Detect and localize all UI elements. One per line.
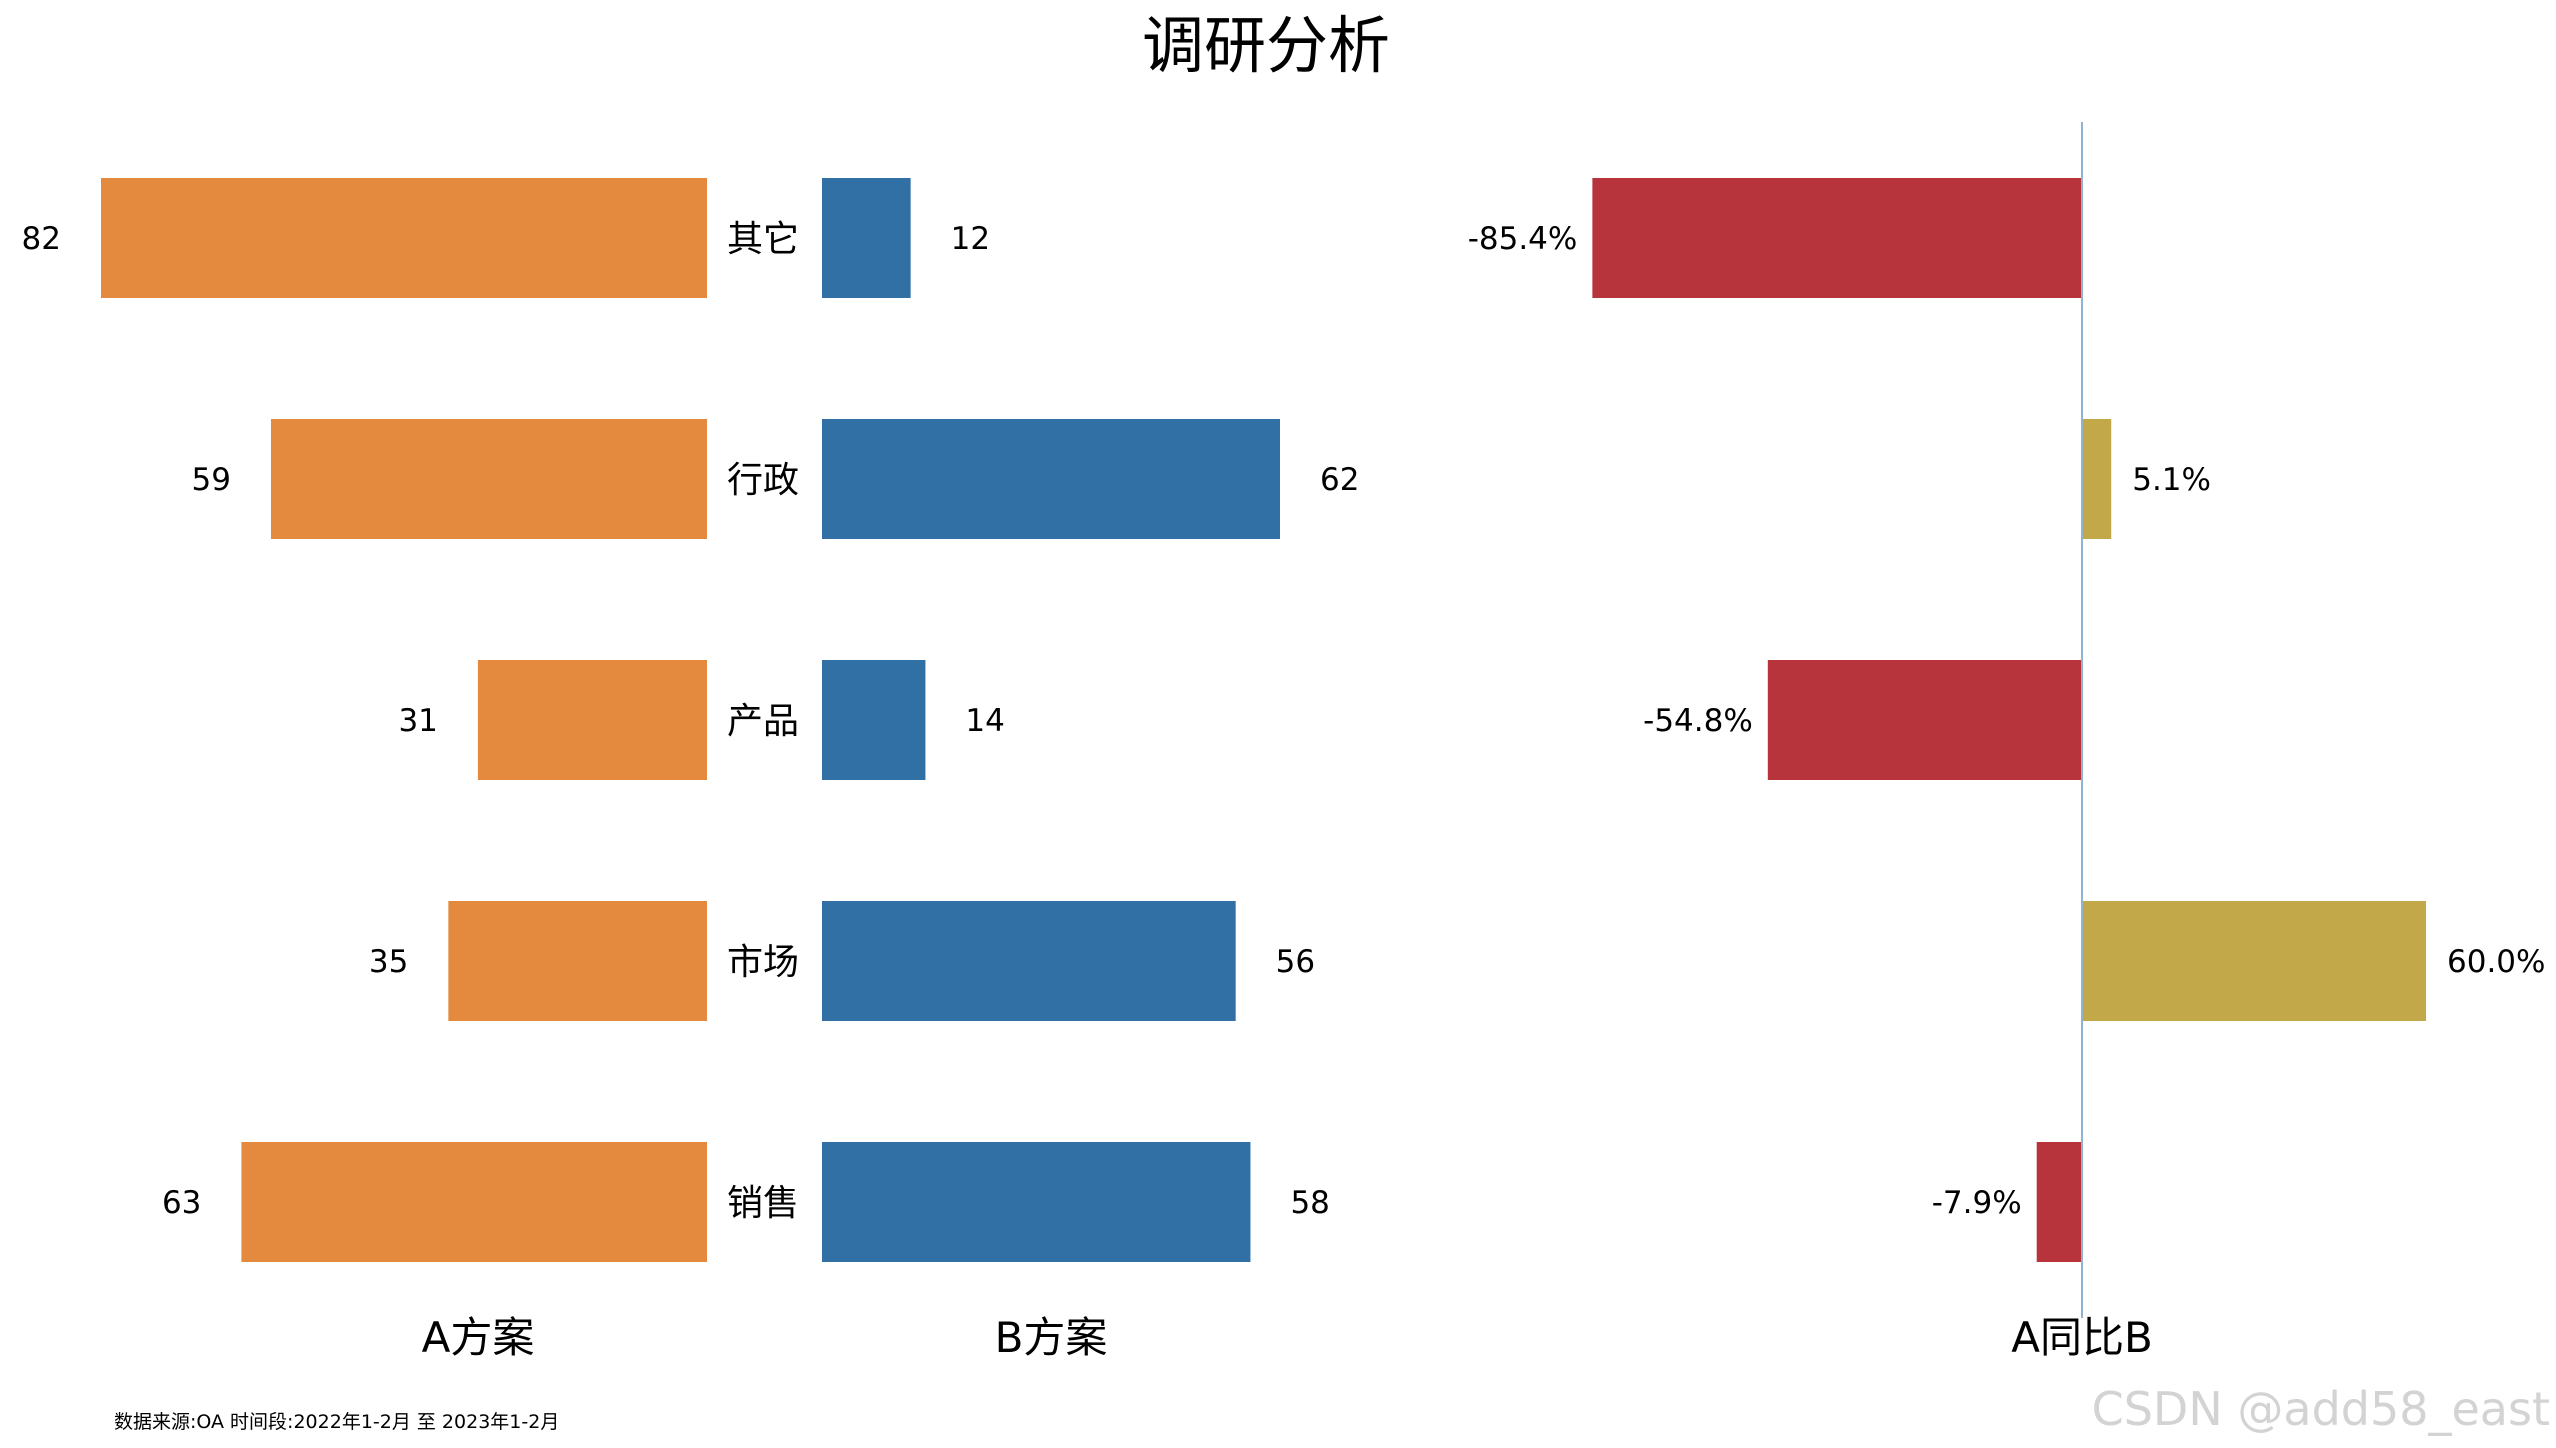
bar-ratio-4 bbox=[2036, 1142, 2082, 1262]
panel-ratio-bars: -85.4% 5.1% -54.8% 60.0% -7.9% bbox=[1468, 122, 2545, 1318]
bar-ratio-0 bbox=[1592, 178, 2082, 298]
axis-label-ratio: A同比B bbox=[2011, 1313, 2153, 1362]
bar-a-2 bbox=[477, 660, 707, 780]
bar-ratio-2 bbox=[1767, 660, 2082, 780]
panel-a-bars: 82 59 31 35 63 bbox=[22, 178, 708, 1262]
category-label-0: 其它 bbox=[727, 219, 799, 260]
category-label-3: 市场 bbox=[727, 942, 799, 983]
bar-b-3 bbox=[822, 901, 1236, 1021]
data-source-note: 数据来源:OA 时间段:2022年1-2月 至 2023年1-2月 bbox=[114, 1411, 559, 1433]
label-a-2: 31 bbox=[398, 703, 437, 739]
bar-b-1 bbox=[822, 419, 1280, 539]
bar-b-0 bbox=[822, 178, 911, 298]
label-ratio-1: 5.1% bbox=[2132, 462, 2211, 498]
category-label-4: 销售 bbox=[727, 1183, 799, 1224]
category-label-2: 产品 bbox=[727, 701, 799, 742]
watermark: CSDN @add58_east bbox=[2092, 1382, 2550, 1436]
label-a-3: 35 bbox=[369, 944, 408, 980]
label-ratio-3: 60.0% bbox=[2447, 944, 2545, 980]
bar-b-4 bbox=[822, 1142, 1251, 1262]
bar-a-0 bbox=[101, 178, 707, 298]
panel-b-bars: 12 62 14 56 58 bbox=[822, 178, 1359, 1262]
bar-b-2 bbox=[822, 660, 926, 780]
label-a-0: 82 bbox=[22, 221, 61, 257]
label-b-2: 14 bbox=[965, 703, 1004, 739]
label-ratio-4: -7.9% bbox=[1932, 1185, 2022, 1221]
label-ratio-0: -85.4% bbox=[1468, 221, 1578, 257]
bar-ratio-3 bbox=[2082, 901, 2426, 1021]
bar-a-4 bbox=[241, 1142, 708, 1262]
bar-a-1 bbox=[270, 419, 707, 539]
label-b-0: 12 bbox=[951, 221, 990, 257]
label-b-3: 56 bbox=[1276, 944, 1315, 980]
bar-a-3 bbox=[448, 901, 707, 1021]
label-b-4: 58 bbox=[1290, 1185, 1329, 1221]
label-ratio-2: -54.8% bbox=[1643, 703, 1753, 739]
category-label-1: 行政 bbox=[727, 460, 799, 501]
label-b-1: 62 bbox=[1320, 462, 1359, 498]
chart-title: 调研分析 bbox=[1142, 9, 1390, 82]
axis-label-a: A方案 bbox=[422, 1313, 535, 1362]
bar-ratio-1 bbox=[2082, 419, 2112, 539]
label-a-1: 59 bbox=[192, 462, 231, 498]
axis-label-b: B方案 bbox=[995, 1313, 1108, 1362]
label-a-4: 63 bbox=[162, 1185, 201, 1221]
